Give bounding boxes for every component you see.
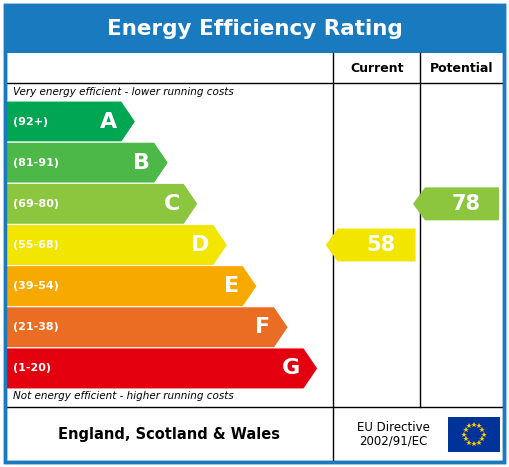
Text: F: F: [255, 317, 270, 337]
Text: A: A: [100, 112, 118, 132]
Text: (21-38): (21-38): [13, 322, 59, 333]
Polygon shape: [5, 225, 228, 266]
Polygon shape: [5, 348, 318, 389]
Text: 58: 58: [366, 235, 395, 255]
Polygon shape: [5, 266, 257, 307]
Text: EU Directive: EU Directive: [357, 421, 430, 434]
Text: Not energy efficient - higher running costs: Not energy efficient - higher running co…: [13, 391, 234, 401]
Text: D: D: [191, 235, 210, 255]
Text: 78: 78: [451, 194, 480, 214]
Text: (1-20): (1-20): [13, 363, 51, 374]
Text: Very energy efficient - lower running costs: Very energy efficient - lower running co…: [13, 87, 234, 97]
Text: C: C: [163, 194, 180, 214]
Text: (92+): (92+): [13, 117, 48, 127]
Text: 2002/91/EC: 2002/91/EC: [359, 435, 428, 448]
Text: Potential: Potential: [430, 62, 494, 75]
Polygon shape: [5, 307, 288, 348]
Text: (81-91): (81-91): [13, 158, 59, 168]
Polygon shape: [5, 101, 135, 142]
Text: G: G: [281, 359, 300, 378]
Text: (55-68): (55-68): [13, 240, 59, 250]
Polygon shape: [326, 228, 415, 262]
Polygon shape: [5, 142, 168, 183]
Bar: [5, 5, 504, 53]
Text: (39-54): (39-54): [13, 281, 59, 291]
Text: England, Scotland & Wales: England, Scotland & Wales: [58, 427, 280, 442]
Text: Energy Efficiency Rating: Energy Efficiency Rating: [106, 19, 403, 39]
Text: Current: Current: [350, 62, 404, 75]
Text: E: E: [224, 276, 239, 296]
Polygon shape: [5, 183, 198, 225]
Polygon shape: [413, 187, 499, 220]
Text: (69-80): (69-80): [13, 199, 59, 209]
Text: B: B: [133, 153, 151, 173]
Bar: [448, 417, 500, 452]
